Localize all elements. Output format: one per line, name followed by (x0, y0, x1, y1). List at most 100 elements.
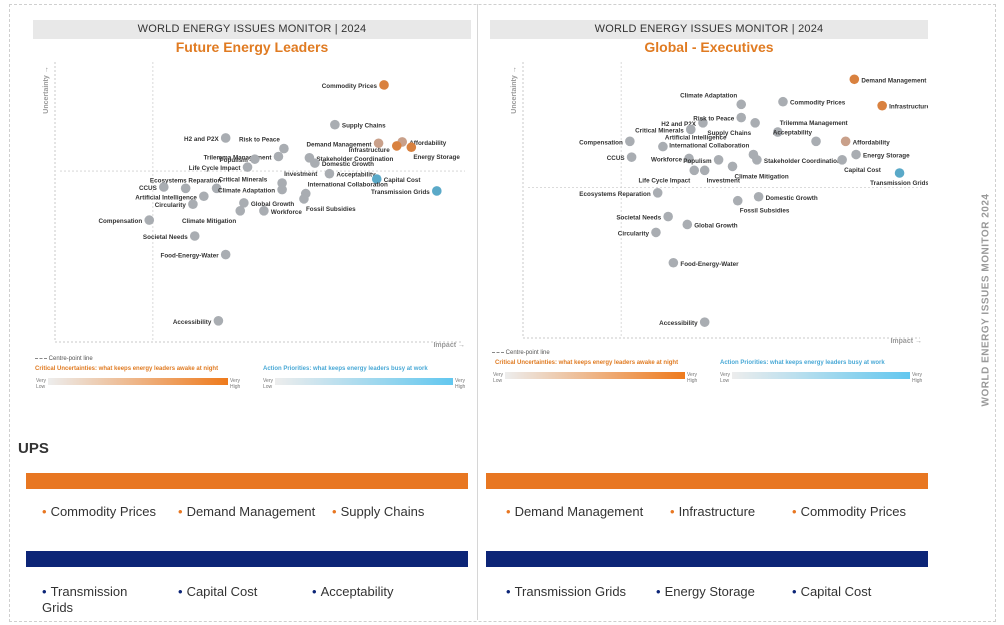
data-point-label: Food-Energy-Water (160, 253, 219, 260)
data-point-label: Acceptability (336, 172, 376, 179)
data-point (668, 257, 679, 268)
data-point (391, 141, 402, 151)
data-point-label: Accessibility (173, 319, 212, 326)
top-priority-item: • Energy Storage (656, 584, 755, 599)
data-point-label: Commodity Prices (790, 100, 846, 107)
data-point-label: Climate Adaptation (680, 92, 737, 99)
data-point (250, 154, 260, 164)
data-point-label: Global Growth (251, 201, 295, 208)
data-point-label: Compensation (579, 139, 623, 146)
data-point (330, 119, 340, 130)
top-priority-item: • Capital Cost (178, 584, 258, 599)
data-point (259, 206, 269, 216)
data-point (310, 158, 320, 168)
critical-gradient-bar (48, 378, 228, 385)
data-point-label: Populism (683, 158, 712, 165)
data-point (324, 168, 335, 179)
data-point-label: Circularity (618, 230, 650, 237)
data-point-label: Transmission Grids (371, 189, 430, 196)
data-point-label: Workforce (651, 156, 683, 163)
y-axis-label: Uncertainty → (511, 66, 518, 113)
data-point-label: H2 and P2X (184, 136, 219, 143)
top-uncertainty-item: • Commodity Prices (792, 504, 907, 519)
data-point (736, 112, 747, 123)
data-point (373, 138, 384, 149)
data-point-label: Risk to Peace (239, 137, 280, 144)
data-point-label: Affordability (853, 139, 891, 146)
section-heading: UPS (18, 440, 49, 457)
data-point-label: Workforce (271, 209, 303, 216)
top-priority-item: • Transmission Grids (42, 584, 128, 615)
action-priorities-legend: Action Priorities: what keeps energy lea… (720, 360, 885, 366)
top-priority-item: • Transmission Grids (506, 584, 627, 599)
data-point (684, 153, 694, 164)
data-point-label: Populism (219, 157, 248, 164)
data-point (713, 155, 724, 165)
data-point (840, 136, 851, 147)
scale-high-label: Very High (230, 378, 241, 390)
data-point (750, 118, 760, 128)
chart-subtitle: Global - Executives (644, 39, 774, 55)
data-point-label: Life Cycle Impact (638, 177, 691, 184)
data-point-label: International Collaboration (669, 143, 749, 150)
chart-banner: WORLD ENERGY ISSUES MONITOR | 2024 (33, 20, 471, 39)
data-point (277, 184, 287, 195)
data-point-label: Supply Chains (707, 130, 751, 137)
data-point-label: Transmission Grids (870, 180, 928, 187)
data-point-label: Investment (284, 171, 318, 178)
scale-low-label: Very Low (36, 378, 47, 390)
data-point-label: Climate Adaptation (218, 188, 275, 195)
top-uncertainty-item: • Commodity Prices (42, 504, 157, 519)
data-point (851, 149, 861, 160)
data-point-label: Stakeholder Coordination (764, 158, 841, 165)
data-point-label: Domestic Growth (766, 195, 818, 202)
data-point-label: International Collaboration (308, 182, 388, 189)
data-point-label: Food-Energy-Water (680, 261, 739, 268)
data-point-label: Stakeholder Coordination (316, 156, 393, 163)
data-point (213, 316, 224, 326)
data-point (277, 178, 287, 188)
x-axis-label: Impact → (433, 342, 465, 349)
data-point-label: Societal Needs (616, 215, 661, 222)
data-point (235, 206, 246, 216)
data-point (220, 133, 231, 143)
data-point (849, 74, 860, 85)
data-point (732, 195, 743, 206)
critical-uncertainties-band-right (486, 473, 928, 489)
data-point-label: Critical Minerals (635, 127, 684, 134)
data-point-label: Ecosystems Reparation (579, 191, 651, 198)
critical-uncertainties-legend: Critical Uncertainties: what keeps energ… (35, 366, 219, 372)
data-point (159, 182, 169, 192)
top-priority-item: • Acceptability (312, 584, 394, 599)
data-point (682, 219, 693, 230)
data-point (658, 141, 668, 152)
data-point (772, 127, 783, 137)
issues-map-chart-global-executives: Uncertainty → Impact → Demand Management In… (511, 62, 928, 345)
data-point-label: Investment (707, 177, 741, 184)
top-uncertainty-item: • Infrastructure (670, 504, 756, 519)
critical-uncertainties-band-left (26, 473, 468, 489)
data-point (188, 199, 198, 209)
data-point-label: Capital Cost (384, 177, 422, 184)
data-point-label: H2 and P2X (661, 121, 696, 128)
data-point (727, 161, 738, 172)
chart-subtitle: Future Energy Leaders (175, 39, 329, 55)
data-point-label: Life Cycle Impact (189, 165, 242, 172)
data-point-label: Compensation (99, 218, 143, 225)
data-point-label: Trilemma Management (204, 155, 273, 162)
data-point-label: Fossil Subsidies (740, 208, 790, 215)
panel-divider (477, 4, 478, 620)
issues-map-chart-future-leaders: Uncertainty → Impact → Commodity Prices Sup… (43, 62, 465, 349)
page-frame (9, 4, 996, 622)
data-point-label: Infrastructure (349, 147, 390, 154)
data-point-label: Energy Storage (413, 154, 460, 161)
data-point-label: Risk to Peace (693, 116, 734, 123)
chart-panel-future-leaders: WORLD ENERGY ISSUES MONITOR | 2024 Futur… (33, 20, 471, 430)
data-point-label: Demand Management (861, 77, 927, 84)
scale-high-label: Very High (687, 372, 698, 384)
scale-high-label: Very High (455, 378, 466, 390)
data-point (652, 188, 663, 198)
data-point-label: Accessibility (659, 320, 698, 327)
scale-low-label: Very Low (493, 372, 504, 384)
chart-panel-global-executives: WORLD ENERGY ISSUES MONITOR | 2024 Globa… (490, 20, 928, 430)
